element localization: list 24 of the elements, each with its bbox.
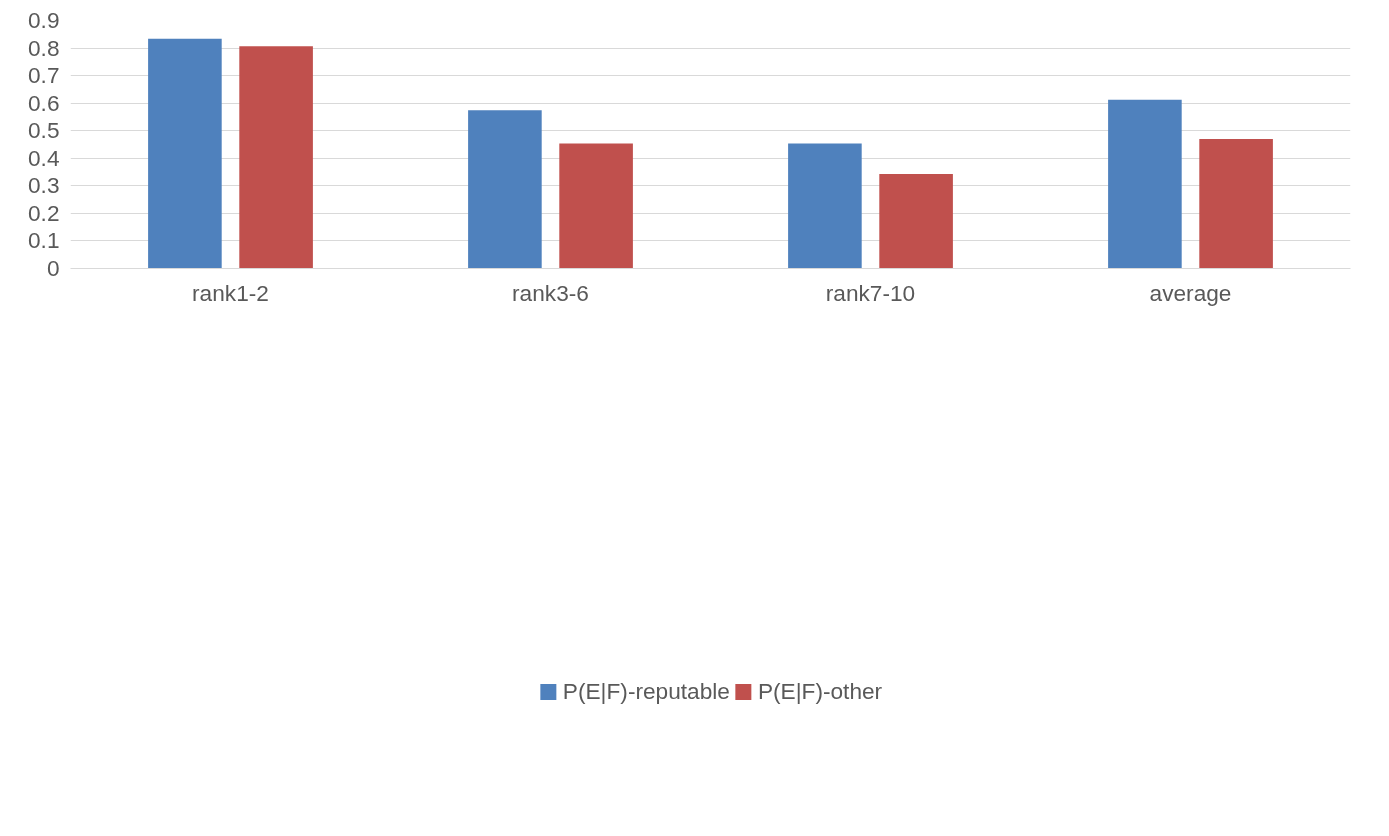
- x-tick-label: rank1-2: [192, 279, 269, 306]
- bar: [1199, 138, 1273, 269]
- bar: [239, 46, 313, 269]
- x-tick-label: rank7-10: [825, 279, 916, 306]
- bar: [788, 143, 862, 269]
- y-tick-label: 0.8: [28, 34, 60, 61]
- y-tick-label: 0.5: [28, 117, 60, 144]
- y-tick-label: 0.2: [28, 199, 60, 226]
- y-tick-label: 0.9: [28, 7, 60, 33]
- y-tick-label: 0.3: [28, 172, 60, 199]
- x-tick-label: average: [1149, 279, 1232, 306]
- bar: [879, 173, 953, 269]
- y-tick-label: 0: [46, 255, 60, 281]
- legend-label: P(E|F)-reputable: [562, 677, 730, 705]
- bar: [468, 110, 542, 269]
- y-tick-label: 0.7: [28, 62, 60, 89]
- legend-label: P(E|F)-other: [757, 677, 883, 705]
- bar: [148, 38, 222, 269]
- y-tick-label: 0.6: [28, 89, 60, 116]
- y-tick-label: 0.4: [28, 144, 60, 171]
- y-tick-label: 0.1: [28, 227, 60, 254]
- x-tick-label: rank3-6: [512, 279, 589, 306]
- bar: [1108, 99, 1182, 269]
- bar: [559, 143, 633, 269]
